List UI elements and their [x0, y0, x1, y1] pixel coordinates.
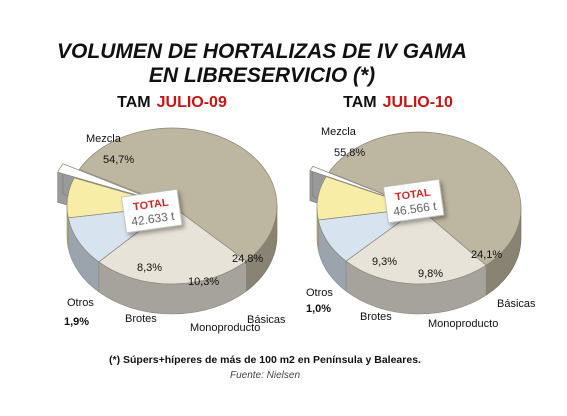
pie-1-slice-otros [57, 163, 156, 201]
pie-1-label-otros: Otros [67, 297, 94, 309]
pie-2-slice-otros [309, 165, 403, 203]
pie-1-subtitle-prefix: TAM [117, 94, 150, 111]
pie-1-label-mezcla: Mezcla [86, 133, 122, 145]
pie-2-subtitle-period: JULIO-10 [383, 94, 453, 111]
pie-2-label-brotes: Brotes [360, 311, 392, 323]
pie-1-value-otros: 1,9% [64, 316, 89, 328]
pie-1-subtitle-period: JULIO-09 [157, 94, 227, 111]
pie-2-label-monoproducto: Monoproducto [428, 318, 498, 330]
pie-2-total-label: TOTAL [394, 187, 431, 204]
pie-1-label-brotes: Brotes [125, 313, 157, 325]
pie-1-subtitle: TAM JULIO-09 [117, 94, 227, 111]
pie-1-value-monoproducto: 10,3% [188, 276, 219, 288]
pie-1-value-básicas: 24,8% [232, 253, 263, 265]
pie-1-total-box [121, 188, 183, 234]
pie-2-total-box [383, 178, 445, 224]
pie-2-value-monoproducto: 9,8% [418, 268, 443, 280]
chart-title-line-1: VOLUMEN DE HORTALIZAS DE IV GAMA [57, 40, 467, 63]
pie-2-value-básicas: 24,1% [471, 249, 502, 261]
pie-1-label-básicas: Básicas [247, 314, 286, 326]
pie-2-value-brotes: 9,3% [372, 256, 397, 268]
pie-2-subtitle: TAM JULIO-10 [343, 94, 453, 111]
pie-1-slice-mezcla [78, 127, 278, 262]
pie-2-subtitle-prefix: TAM [343, 94, 376, 111]
pie-chart-1: 54,7% Mezcla 24,8% Básicas 10,3% Monoproducto… [57, 127, 286, 334]
footnote: (*) Súpers+híperes de más de 100 m2 en P… [109, 354, 421, 366]
pie-1-value-brotes: 8,3% [137, 262, 162, 274]
pie-2-label-mezcla: Mezcla [321, 126, 357, 138]
pie-2-value-otros: 1,0% [306, 303, 331, 315]
pie-1-total-label: TOTAL [132, 197, 169, 214]
pie-2-label-otros: Otros [306, 287, 333, 299]
pie-1-label-monoproducto: Monoproducto [190, 322, 260, 334]
chart-title-line-2: EN LIBRESERVICIO (*) [149, 64, 375, 87]
pies-group: 54,7% Mezcla 24,8% Básicas 10,3% Monoproducto… [57, 126, 536, 334]
pie-chart-2: 55,8% Mezcla 24,1% Básicas 9,8% Monoproducto 9… [306, 126, 536, 330]
pie-2-slice-básicas [345, 207, 487, 285]
source-note: Fuente: Nielsen [230, 370, 300, 381]
pie-1-slice-básicas [98, 205, 247, 285]
pie-2-label-básicas: Básicas [497, 298, 536, 310]
pie-1-value-mezcla: 54,7% [103, 154, 134, 166]
pie-2-total-value: 46.566 t [392, 199, 438, 219]
pie-1-total-value: 42.633 t [130, 209, 176, 229]
pie-2-value-mezcla: 55,8% [334, 147, 365, 159]
